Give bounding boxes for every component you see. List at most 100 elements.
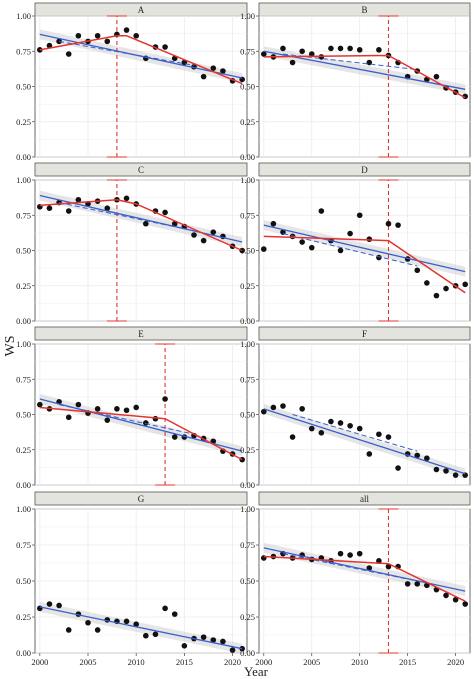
panel-strip — [258, 491, 471, 506]
data-point — [162, 209, 168, 216]
data-point — [210, 229, 217, 235]
panel-strip — [34, 162, 248, 177]
data-point — [94, 32, 101, 39]
data-point — [46, 205, 53, 211]
panel-title: A — [138, 5, 145, 15]
data-point — [404, 581, 411, 587]
y-tick-label: 0.50 — [16, 246, 31, 256]
y-tick-label: 0.00 — [16, 152, 31, 162]
y-tick-label: 0.25 — [240, 612, 255, 622]
x-tick-label: 2010 — [351, 657, 368, 667]
y-tick-label: 0.75 — [16, 374, 31, 384]
panel-A: A 0.00 0.25 0.50 0.75 1.00 — [16, 2, 248, 162]
data-point — [56, 602, 62, 609]
data-point — [395, 465, 401, 471]
y-tick-label: 1.00 — [240, 11, 255, 21]
data-point — [299, 406, 305, 412]
data-point — [280, 403, 286, 409]
data-point — [414, 581, 421, 587]
data-point — [433, 292, 440, 299]
data-point — [104, 417, 111, 423]
data-point — [181, 643, 188, 649]
y-tick-label: 0.50 — [16, 82, 31, 92]
data-point — [162, 44, 168, 50]
data-point — [200, 73, 207, 80]
y-tick-label: 0.25 — [240, 445, 255, 455]
x-tick-label: 2010 — [128, 657, 145, 667]
data-point — [162, 396, 168, 402]
data-point — [123, 195, 130, 202]
linear-fit-line — [263, 408, 466, 475]
panel-all: all 0.00 0.25 0.50 0.75 1.00 2000 2005 2010 2015 2… — [240, 491, 471, 667]
y-tick-label: 0.00 — [240, 648, 255, 658]
data-point — [433, 466, 440, 473]
data-point — [337, 45, 344, 52]
data-point — [366, 565, 373, 571]
y-tick-label: 0.25 — [16, 612, 31, 622]
data-point — [133, 32, 139, 39]
panel-strip — [258, 326, 471, 341]
y-tick-label: 1.00 — [16, 11, 31, 21]
data-point — [356, 425, 363, 432]
dashed-trend-line — [282, 233, 418, 267]
data-point — [65, 208, 72, 214]
data-point — [104, 205, 111, 211]
y-tick-label: 0.75 — [16, 540, 31, 550]
data-point — [424, 455, 430, 462]
data-point — [356, 550, 363, 557]
data-point — [75, 32, 82, 39]
y-tick-label: 0.25 — [240, 281, 255, 291]
data-point — [299, 239, 305, 245]
data-point — [347, 552, 353, 558]
data-point — [462, 601, 469, 607]
x-tick-label: 2020 — [447, 657, 464, 667]
data-point — [376, 47, 382, 53]
segmented-fit-line — [39, 198, 243, 252]
data-point — [337, 420, 344, 426]
y-tick-label: 0.50 — [16, 576, 31, 586]
x-tick-label: 2015 — [176, 657, 193, 667]
data-point — [289, 434, 296, 440]
data-point — [270, 220, 277, 227]
data-point — [210, 65, 217, 71]
data-point — [171, 611, 178, 617]
data-point — [200, 237, 207, 244]
y-tick-label: 0.75 — [240, 210, 255, 220]
y-tick-label: 0.75 — [240, 46, 255, 56]
data-point — [414, 452, 421, 459]
panel-C: C 0.00 0.25 0.50 0.75 1.00 — [16, 162, 248, 326]
segmented-fit-line — [39, 34, 243, 85]
data-point — [424, 280, 430, 286]
data-point — [37, 605, 43, 612]
segmented-fit-line — [39, 406, 243, 461]
data-point — [104, 38, 111, 45]
data-point — [356, 212, 363, 219]
y-tick-label: 0.75 — [16, 46, 31, 56]
y-tick-label: 1.00 — [240, 175, 255, 185]
panel-title: E — [138, 329, 144, 339]
data-point — [191, 232, 197, 238]
panel-title: C — [138, 165, 144, 175]
y-tick-label: 1.00 — [240, 339, 255, 349]
panel-strip — [34, 326, 248, 341]
data-point — [46, 601, 53, 607]
data-point — [114, 406, 120, 412]
dashed-trend-line — [58, 404, 195, 435]
panel-strip — [258, 162, 471, 177]
panel-D: D 0.00 0.25 0.50 0.75 1.00 — [240, 162, 471, 326]
data-point — [289, 59, 296, 66]
data-point — [260, 246, 267, 252]
y-tick-label: 0.25 — [16, 281, 31, 291]
data-point — [443, 468, 449, 474]
data-point — [308, 425, 315, 432]
data-point — [133, 404, 139, 411]
panel-E: E 0.00 0.25 0.50 0.75 1.00 — [16, 326, 248, 490]
y-tick-label: 0.00 — [240, 152, 255, 162]
y-tick-label: 0.00 — [240, 480, 255, 490]
y-tick-label: 1.00 — [16, 504, 31, 514]
data-point — [366, 451, 373, 457]
data-point — [143, 220, 149, 227]
data-point — [376, 558, 382, 564]
data-point — [452, 596, 459, 603]
